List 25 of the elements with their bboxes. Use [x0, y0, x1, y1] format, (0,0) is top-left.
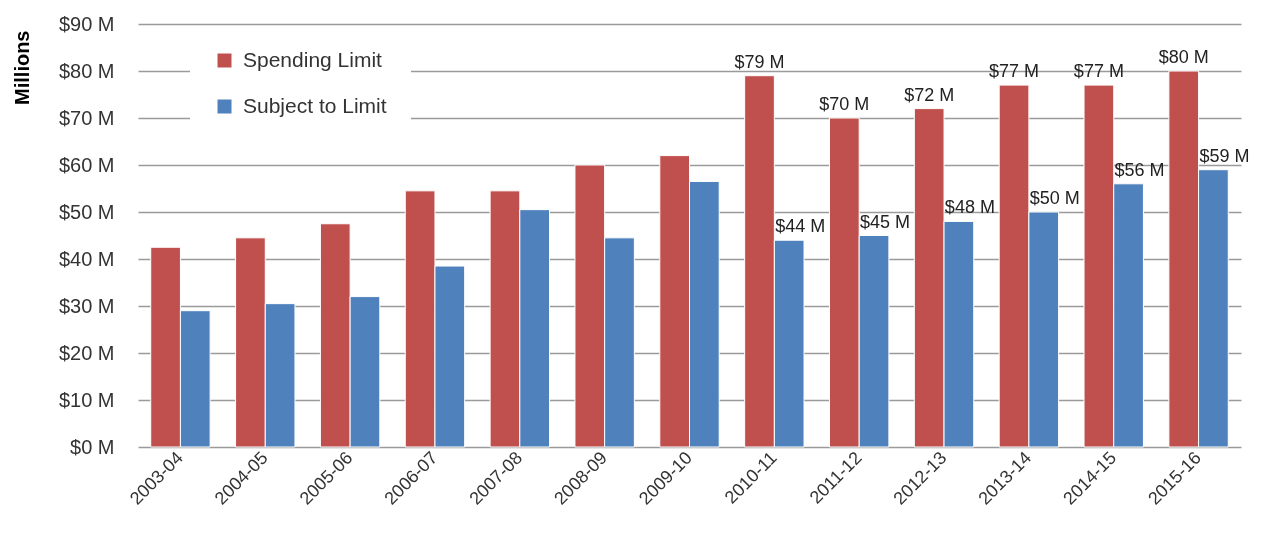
- data-label: $70 M: [819, 94, 870, 114]
- y-tick-label: $60 M: [58, 153, 115, 176]
- legend-label: Subject to Limit: [243, 93, 387, 117]
- data-label: $79 M: [734, 51, 785, 72]
- y-tick-label: $90 M: [58, 12, 115, 35]
- y-tick-label: $10 M: [58, 388, 115, 411]
- data-label: $56 M: [1114, 159, 1165, 180]
- data-label: $77 M: [989, 61, 1040, 82]
- y-tick-label: $40 M: [58, 247, 115, 270]
- data-label: $48 M: [944, 197, 995, 218]
- data-label: $72 M: [904, 84, 955, 105]
- data-label: $50 M: [1029, 188, 1080, 208]
- y-tick-label: $70 M: [58, 106, 115, 129]
- y-tick-label: $30 M: [58, 294, 115, 317]
- y-tick-label: $50 M: [58, 200, 115, 223]
- y-tick-label: $20 M: [58, 341, 115, 364]
- y-tick-label: $80 M: [58, 59, 115, 82]
- y-tick-label: $0 M: [70, 435, 115, 458]
- data-label: $44 M: [775, 216, 826, 237]
- data-label: $45 M: [860, 211, 911, 232]
- data-label: $59 M: [1199, 145, 1250, 166]
- data-label: $77 M: [1073, 61, 1124, 82]
- legend-label: Spending Limit: [243, 47, 383, 71]
- y-axis-title: Millions: [10, 30, 33, 105]
- data-label: $80 M: [1158, 47, 1209, 67]
